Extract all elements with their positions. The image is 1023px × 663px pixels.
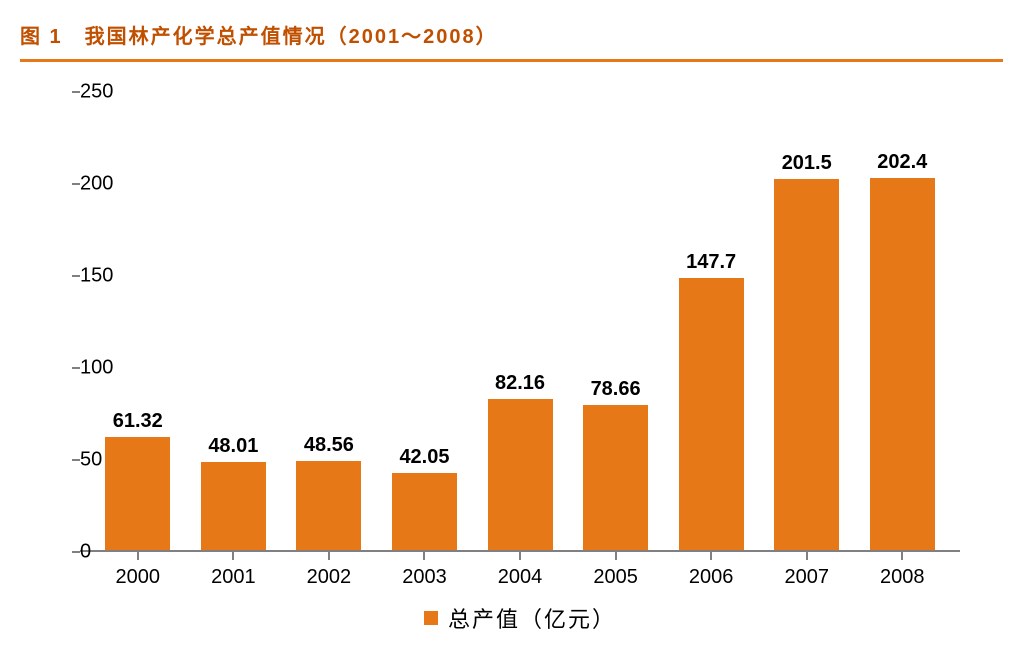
bar-rect (201, 462, 266, 550)
y-tick (72, 91, 80, 93)
bar-rect (392, 473, 457, 550)
y-tick (72, 183, 80, 185)
x-tick (615, 552, 617, 560)
x-tick-label: 2006 (663, 560, 759, 589)
bar-value-label: 48.56 (304, 434, 354, 457)
bar-rect (774, 179, 839, 550)
plot-area: 61.32 48.01 48.56 42.05 82.16 78.66 147.7 201.5… (80, 92, 960, 552)
bar: 48.56 (281, 92, 377, 550)
bar-value-label: 48.01 (208, 435, 258, 458)
bar: 202.4 (855, 92, 951, 550)
x-tick-label: 2002 (281, 560, 377, 589)
x-tick (137, 552, 139, 560)
x-tick (806, 552, 808, 560)
legend-swatch (424, 611, 438, 625)
x-tick (901, 552, 903, 560)
x-tick (519, 552, 521, 560)
bar-rect (870, 178, 935, 550)
bar-value-label: 61.32 (113, 410, 163, 433)
x-tick-label: 2003 (377, 560, 473, 589)
bar-value-label: 202.4 (877, 151, 927, 174)
x-tick-label: 2005 (568, 560, 664, 589)
bar-rect (105, 437, 170, 550)
bar: 48.01 (186, 92, 282, 550)
bar: 78.66 (568, 92, 664, 550)
bar-rect (488, 399, 553, 550)
bar-value-label: 147.7 (686, 251, 736, 274)
bar-value-label: 82.16 (495, 372, 545, 395)
bar-rect (296, 461, 361, 550)
x-tick (423, 552, 425, 560)
x-tick (232, 552, 234, 560)
bar: 61.32 (90, 92, 186, 550)
y-tick (72, 459, 80, 461)
bar-value-label: 42.05 (399, 446, 449, 469)
bar: 201.5 (759, 92, 855, 550)
bar: 42.05 (377, 92, 473, 550)
bar-rect (583, 405, 648, 550)
bars-container: 61.32 48.01 48.56 42.05 82.16 78.66 147.7 201.5… (80, 92, 960, 550)
bar-rect (679, 278, 744, 550)
x-tick (328, 552, 330, 560)
y-tick (72, 275, 80, 277)
bar: 147.7 (663, 92, 759, 550)
x-tick-label: 2008 (855, 560, 951, 589)
x-tick-label: 2004 (472, 560, 568, 589)
x-tick-label: 2000 (90, 560, 186, 589)
x-axis-labels: 200020012002200320042005200620072008 (80, 560, 960, 589)
x-tick-label: 2007 (759, 560, 855, 589)
y-tick (72, 551, 80, 553)
bar: 82.16 (472, 92, 568, 550)
bar-value-label: 78.66 (591, 378, 641, 401)
legend: 总产值（亿元） (80, 602, 960, 634)
y-tick (72, 367, 80, 369)
bar-chart: 61.32 48.01 48.56 42.05 82.16 78.66 147.7 201.5… (20, 82, 980, 642)
legend-text: 总产值（亿元） (448, 607, 616, 632)
x-tick-label: 2001 (186, 560, 282, 589)
title-rule (20, 59, 1003, 62)
bar-value-label: 201.5 (782, 152, 832, 175)
figure-title: 图 1 我国林产化学总产值情况（2001～2008） (20, 20, 1003, 49)
x-tick (710, 552, 712, 560)
